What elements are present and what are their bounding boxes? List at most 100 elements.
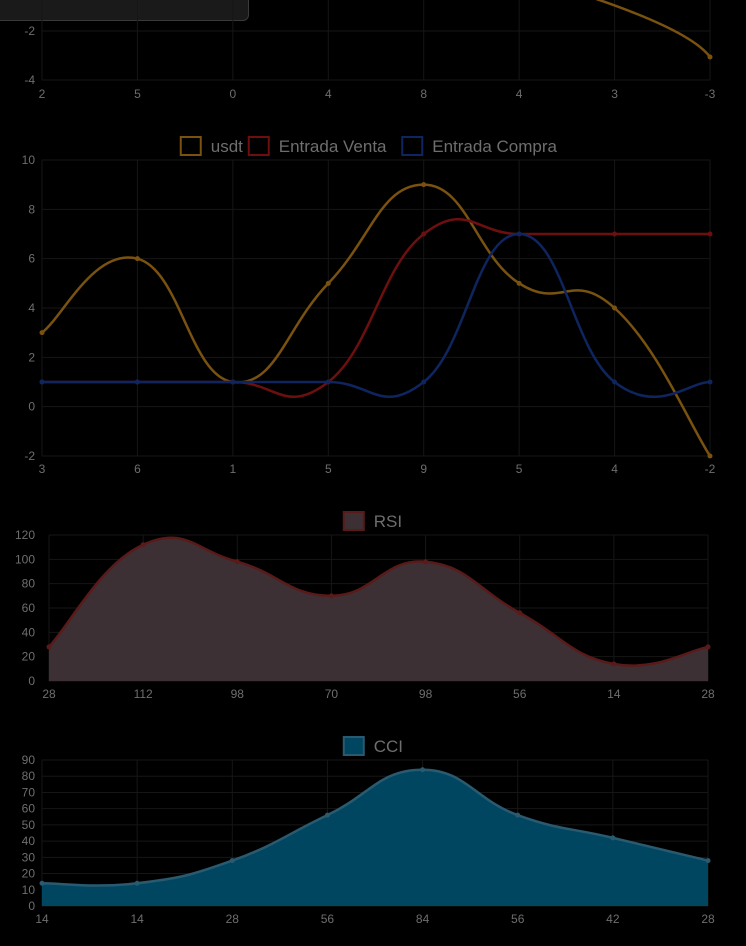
rsi-point [705, 644, 711, 650]
entrada-compra-point [421, 379, 427, 385]
rsi-point [140, 542, 146, 548]
cci-point [705, 858, 711, 864]
legend-swatch [247, 136, 270, 156]
series-1-point [707, 54, 713, 60]
cci-point [229, 858, 235, 864]
y-tick-label: -2 [24, 449, 35, 463]
chart-4: 0 10 20 30 40 50 60 70 80 90 14 14 28 56 84 56 42 28 CCI [22, 736, 715, 926]
entrada-compra-point [325, 379, 331, 385]
y-tick-label: 120 [15, 528, 35, 542]
x-tick-label: 84 [416, 912, 430, 926]
entrada-venta-point [421, 231, 427, 237]
x-tick-label: 56 [511, 912, 525, 926]
x-tick-label: 9 [420, 462, 427, 476]
x-tick-label: 98 [419, 687, 433, 701]
x-tick-label: -3 [705, 87, 716, 101]
x-tick-label: 6 [134, 462, 141, 476]
usdt-point [612, 305, 618, 311]
usdt-point [707, 453, 713, 459]
entrada-compra-point [230, 379, 236, 385]
entrada-compra-point [707, 379, 713, 385]
y-tick-label: 0 [28, 899, 35, 913]
chart-3: 0 20 40 60 80 100 120 28 112 98 70 98 56 14 28 RSI [15, 511, 715, 701]
x-tick-label: 14 [35, 912, 49, 926]
legend: usdt Entrada Venta Entrada Compra [179, 136, 558, 156]
x-tick-label: 112 [134, 687, 153, 701]
x-tick-label: 28 [701, 687, 715, 701]
rsi-point [234, 559, 240, 565]
x-tick-label: 1 [230, 462, 237, 476]
y-tick-label: 100 [15, 552, 35, 566]
cci-point [610, 835, 616, 841]
usdt-point [134, 256, 140, 262]
y-tick-label: 70 [22, 785, 36, 799]
entrada-venta-point [612, 231, 618, 237]
grid-lines [41, 0, 711, 81]
legend: CCI [342, 736, 403, 756]
legend: RSI [342, 511, 402, 531]
entrada-compra-point [516, 231, 522, 237]
cci-point [39, 880, 45, 886]
y-tick-label: 20 [22, 867, 36, 881]
grid-lines [41, 159, 711, 457]
y-tick-label: 20 [22, 650, 36, 664]
cci-point [515, 812, 521, 818]
y-tick-label: 10 [22, 153, 36, 167]
x-tick-label: -2 [705, 462, 716, 476]
cci-point [324, 812, 330, 818]
y-tick-label: 2 [28, 350, 35, 364]
y-tick-label: 10 [22, 883, 36, 897]
y-tick-label: 60 [22, 802, 36, 816]
rsi-point [517, 610, 523, 616]
cci-line [41, 768, 709, 887]
series-1-line [595, 0, 712, 58]
x-tick-label: 5 [134, 87, 141, 101]
x-tick-label: 5 [325, 462, 332, 476]
x-tick-label: 14 [130, 912, 144, 926]
y-tick-label: -4 [24, 73, 35, 87]
entrada-compra-point [39, 379, 45, 385]
legend-swatch [342, 511, 365, 531]
y-tick-label: 6 [28, 252, 35, 266]
x-tick-label: 28 [701, 912, 715, 926]
y-tick-label: -2 [24, 24, 35, 38]
x-tick-label: 3 [611, 87, 618, 101]
rsi-point [423, 559, 429, 565]
rsi-area [49, 537, 708, 681]
rsi-point [611, 661, 617, 667]
x-tick-label: 28 [42, 687, 56, 701]
y-tick-label: 80 [22, 577, 36, 591]
y-tick-label: 0 [28, 400, 35, 414]
chart-1: -4 -2 2 5 0 4 8 4 3 -3 [24, 0, 716, 101]
usdt-point [39, 330, 45, 336]
rsi-point [328, 593, 334, 599]
x-tick-label: 56 [321, 912, 335, 926]
y-tick-label: 80 [22, 769, 36, 783]
y-tick-label: 8 [28, 202, 35, 216]
chart-2: -2 0 2 4 6 8 10 3 6 1 5 9 5 4 -2 usdt Entrada Venta Entra… [22, 136, 716, 476]
x-tick-label: 8 [420, 87, 427, 101]
legend-swatch [342, 736, 365, 756]
y-tick-label: 4 [28, 301, 35, 315]
y-tick-label: 50 [22, 818, 36, 832]
legend-swatch [179, 136, 202, 156]
y-tick-label: 40 [22, 625, 36, 639]
x-tick-label: 5 [516, 462, 523, 476]
rsi-point [46, 644, 52, 650]
x-tick-label: 0 [230, 87, 237, 101]
x-tick-label: 14 [607, 687, 621, 701]
entrada-compra-point [134, 379, 140, 385]
cci-point [420, 767, 426, 773]
tooltip-popup [0, 0, 249, 21]
legend-label: Entrada Compra [432, 137, 557, 156]
x-tick-label: 70 [325, 687, 339, 701]
legend-swatch [401, 136, 424, 156]
legend-label: Entrada Venta [279, 137, 387, 156]
legend-label: CCI [374, 737, 403, 756]
usdt-point [325, 280, 331, 286]
usdt-point [421, 182, 427, 188]
x-tick-label: 2 [39, 87, 46, 101]
usdt-line [41, 183, 712, 457]
x-tick-label: 42 [606, 912, 620, 926]
